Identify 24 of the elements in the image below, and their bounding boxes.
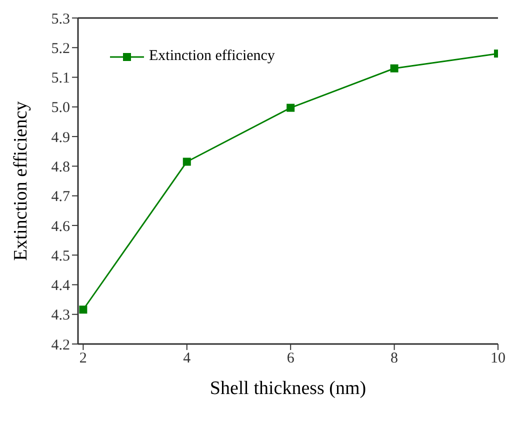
x-tick-label: 8 xyxy=(390,350,398,367)
point xyxy=(390,64,398,72)
y-tick-label: 4.2 xyxy=(51,337,70,354)
point xyxy=(182,158,191,166)
y-tick-label: 5.1 xyxy=(51,70,70,87)
point xyxy=(79,306,88,314)
y-tick-label: 4.5 xyxy=(51,248,70,264)
y-tick-label: 5.2 xyxy=(51,40,70,57)
x-tick-label: 6 xyxy=(286,350,295,367)
y-tick-label: 4.4 xyxy=(51,278,70,294)
y-tick-label: 4.3 xyxy=(51,308,70,324)
x-tick-label: 10 xyxy=(490,350,506,367)
legend-label: Extinction efficiency xyxy=(149,48,275,65)
x-tick-label: 4 xyxy=(183,350,192,367)
point xyxy=(286,104,295,112)
y-axis-title: Extinction efficiency xyxy=(10,100,32,261)
x-tick-label: 2 xyxy=(79,350,87,367)
y-tick-label: 4.6 xyxy=(51,218,70,235)
y-tick-label: 4.8 xyxy=(51,160,70,176)
y-tick-label: 4.9 xyxy=(51,130,70,146)
x-axis-title: Shell thickness (nm) xyxy=(210,378,366,399)
y-tick-label: 4.7 xyxy=(51,189,70,206)
y-tick-label: 5.3 xyxy=(51,11,70,28)
y-tick-label: 5.0 xyxy=(51,100,70,116)
